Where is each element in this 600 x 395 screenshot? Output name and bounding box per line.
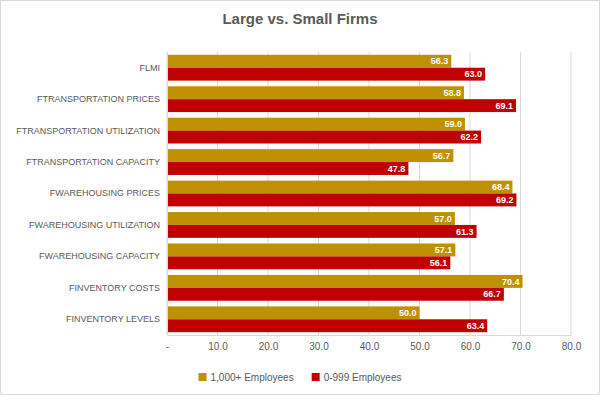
data-label: 50.0 bbox=[399, 308, 417, 318]
y-tick: FWAREHOUSING CAPACITY bbox=[39, 251, 160, 261]
data-label: 56.1 bbox=[430, 258, 448, 268]
y-tick-label: FTRANSPORTATION PRICES bbox=[37, 94, 160, 104]
y-tick-label: FTRANSPORTATION CAPACITY bbox=[26, 157, 160, 167]
y-tick: FINVENTORY COSTS bbox=[69, 283, 160, 293]
data-label: 59.0 bbox=[444, 119, 462, 129]
bar bbox=[167, 99, 516, 112]
y-tick-label: FTRANSPORTATION UTILIZATION bbox=[16, 125, 160, 135]
y-tick: FWAREHOUSING PRICES bbox=[50, 188, 160, 198]
plot: 56.3 58.8 59.0 56.7 68.4 57.0 57.1 70.4 50.0 63.0… bbox=[16, 52, 582, 352]
x-tick: 40.0 bbox=[360, 335, 380, 352]
x-tick: 30.0 bbox=[309, 335, 329, 352]
bar bbox=[167, 319, 487, 332]
grid-line bbox=[571, 52, 572, 335]
x-tick-label: - bbox=[166, 341, 169, 352]
x-tick-label: 20.0 bbox=[259, 341, 279, 352]
data-label: 70.4 bbox=[502, 277, 520, 287]
data-label: 63.4 bbox=[467, 321, 485, 331]
data-label: 57.0 bbox=[434, 214, 452, 224]
legend-swatch bbox=[199, 373, 207, 381]
x-tick-label: 60.0 bbox=[461, 341, 481, 352]
bar bbox=[167, 256, 450, 269]
x-tick-label: 10.0 bbox=[208, 341, 228, 352]
x-tick-label: 30.0 bbox=[309, 341, 329, 352]
y-tick: FINVENTORY LEVELS bbox=[66, 314, 160, 324]
chart-title: Large vs. Small Firms bbox=[222, 10, 377, 27]
legend-item: 1,000+ Employees bbox=[199, 372, 294, 383]
data-labels: 56.3 58.8 59.0 56.7 68.4 57.0 57.1 70.4 50.0 63.0… bbox=[388, 56, 520, 330]
data-label: 58.8 bbox=[443, 88, 461, 98]
legend-item: 0-999 Employees bbox=[312, 372, 402, 383]
y-tick: FTRANSPORTATION UTILIZATION bbox=[16, 125, 160, 135]
y-tick: FTRANSPORTATION CAPACITY bbox=[26, 157, 160, 167]
bar bbox=[167, 194, 516, 207]
data-label: 47.8 bbox=[388, 164, 406, 174]
x-tick: 60.0 bbox=[461, 335, 481, 352]
bar bbox=[167, 275, 523, 288]
y-axis: FLMI FTRANSPORTATION PRICES FTRANSPORTATIO… bbox=[16, 53, 167, 336]
x-tick: 70.0 bbox=[511, 335, 531, 352]
data-label: 57.1 bbox=[435, 245, 453, 255]
bar bbox=[167, 68, 485, 81]
legend-swatch bbox=[312, 373, 320, 381]
y-tick: FTRANSPORTATION PRICES bbox=[37, 94, 160, 104]
y-axis-line bbox=[167, 53, 168, 336]
x-tick-label: 50.0 bbox=[410, 341, 430, 352]
data-label: 56.7 bbox=[433, 151, 451, 161]
legend-label: 0-999 Employees bbox=[324, 372, 402, 383]
grid-line bbox=[520, 52, 521, 335]
bar bbox=[167, 131, 481, 144]
x-tick-label: 40.0 bbox=[360, 341, 380, 352]
y-tick-label: FINVENTORY LEVELS bbox=[66, 314, 160, 324]
bar bbox=[167, 86, 464, 99]
legend-label: 1,000+ Employees bbox=[211, 372, 294, 383]
bars bbox=[167, 55, 523, 332]
bar bbox=[167, 306, 420, 319]
y-tick-label: FWAREHOUSING CAPACITY bbox=[39, 251, 160, 261]
bar bbox=[167, 149, 453, 162]
data-label: 69.1 bbox=[495, 101, 513, 111]
y-tick-label: FWAREHOUSING UTILIZATION bbox=[29, 220, 160, 230]
bar bbox=[167, 55, 451, 68]
x-axis: - 10.0 20.0 30.0 40.0 50.0 60.0 70.0 80.0 bbox=[166, 335, 582, 352]
bar bbox=[167, 118, 465, 131]
x-tick: 10.0 bbox=[208, 335, 228, 352]
grid-line bbox=[167, 52, 168, 335]
bar bbox=[167, 225, 477, 238]
x-axis-line bbox=[168, 335, 572, 336]
data-label: 61.3 bbox=[456, 227, 474, 237]
x-tick: 80.0 bbox=[562, 335, 582, 352]
chart: Large vs. Small Firms 56.3 58.8 59.0 56.7 68.… bbox=[0, 0, 600, 395]
data-label: 56.3 bbox=[431, 56, 449, 66]
data-label: 66.7 bbox=[483, 289, 501, 299]
grid bbox=[167, 52, 571, 335]
data-label: 68.4 bbox=[492, 182, 510, 192]
bar bbox=[167, 212, 455, 225]
y-tick-label: FWAREHOUSING PRICES bbox=[50, 188, 160, 198]
bar bbox=[167, 243, 455, 256]
bar bbox=[167, 162, 408, 175]
y-tick-label: FINVENTORY COSTS bbox=[69, 283, 160, 293]
legend: 1,000+ Employees 0-999 Employees bbox=[199, 372, 402, 383]
x-tick-label: 80.0 bbox=[562, 341, 582, 352]
x-tick-label: 70.0 bbox=[511, 341, 531, 352]
bar bbox=[167, 181, 512, 194]
x-tick: 50.0 bbox=[410, 335, 430, 352]
y-tick: FLMI bbox=[139, 63, 160, 73]
chart-border bbox=[1, 1, 600, 395]
y-tick-label: FLMI bbox=[139, 63, 160, 73]
bar bbox=[167, 288, 504, 301]
x-tick: 20.0 bbox=[259, 335, 279, 352]
data-label: 62.2 bbox=[461, 132, 479, 142]
x-tick: - bbox=[166, 335, 169, 352]
data-label: 69.2 bbox=[496, 195, 514, 205]
y-tick: FWAREHOUSING UTILIZATION bbox=[29, 220, 160, 230]
data-label: 63.0 bbox=[465, 69, 483, 79]
